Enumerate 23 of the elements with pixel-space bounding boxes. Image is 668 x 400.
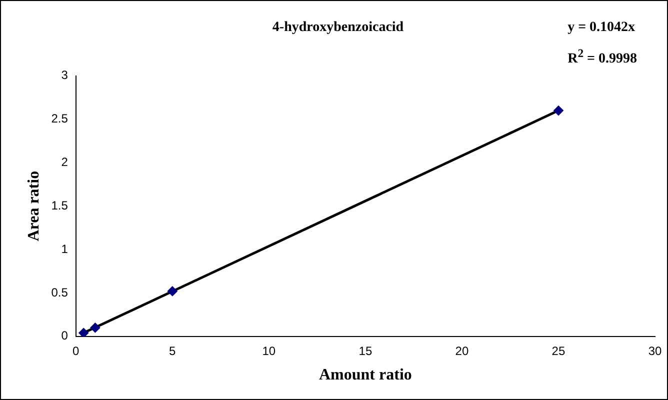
text: R$^{2}$ = 0.9998 — [568, 46, 637, 69]
y-tick-label: 0 — [61, 328, 68, 343]
point — [167, 286, 178, 296]
x-tick-label: 15 — [358, 344, 372, 358]
y-tick-label: 3 — [61, 68, 68, 82]
point — [553, 106, 564, 116]
y-tick-label: 2 — [61, 154, 68, 169]
x-tick-label: 0 — [72, 344, 80, 358]
x-axis-title: Amount ratio — [318, 366, 412, 384]
y-tick-label: 2.5 — [51, 112, 68, 126]
y-axis-title: Area ratio — [26, 170, 43, 242]
y-tick-label: 0.5 — [51, 285, 68, 300]
x-tick-label: 30 — [648, 344, 662, 358]
y-tick-label: 1 — [61, 242, 68, 256]
x-tick-label: 25 — [552, 344, 566, 358]
text: y = 0.1042x — [568, 19, 636, 37]
x-tick-label: 5 — [169, 344, 176, 358]
point — [78, 328, 89, 336]
x-tick-label: 10 — [262, 344, 276, 358]
chart-title: 4-hydroxybenzoicacid — [272, 20, 404, 36]
x-tick-label: 20 — [455, 344, 469, 358]
point — [90, 322, 100, 333]
y-tick-label: 1.5 — [51, 198, 68, 212]
